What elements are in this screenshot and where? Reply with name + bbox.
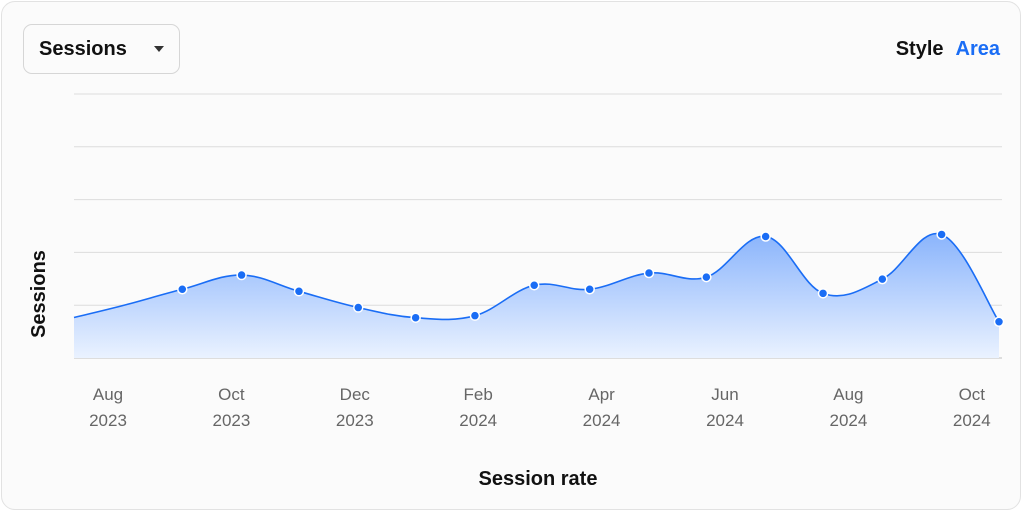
x-tick-month: Aug <box>93 385 123 404</box>
style-value-toggle[interactable]: Area <box>955 38 1000 60</box>
data-point <box>236 269 247 281</box>
area-fill <box>74 233 999 358</box>
x-tick-month: Feb <box>464 385 493 404</box>
data-point <box>993 316 1005 328</box>
data-point <box>410 312 421 323</box>
data-point <box>643 267 655 279</box>
x-axis-title: Session rate <box>479 468 598 490</box>
x-tick-year: 2024 <box>706 411 744 430</box>
x-tick-year: 2024 <box>459 411 497 430</box>
data-point <box>936 229 947 240</box>
x-tick-month: Oct <box>218 385 245 404</box>
x-tick-year: 2024 <box>583 411 621 430</box>
x-tick-month: Aug <box>833 385 863 404</box>
data-point <box>701 271 712 283</box>
x-axis-ticks: Aug 2023 Oct 2023 Dec 2023 Feb 2024 Apr 2024 Jun 20… <box>89 385 991 430</box>
x-tick-month: Jun <box>711 385 738 404</box>
y-axis-title: Sessions <box>28 250 50 338</box>
x-tick-month: Dec <box>340 385 371 404</box>
style-label: Style <box>895 38 944 60</box>
x-tick-year: 2024 <box>829 411 867 430</box>
data-point <box>760 231 771 242</box>
style-selector: Style Area <box>896 38 1000 61</box>
data-point <box>293 286 305 297</box>
metric-dropdown[interactable]: Sessions <box>23 24 180 74</box>
x-tick-year: 2023 <box>89 411 127 430</box>
data-point <box>877 273 888 285</box>
data-point <box>353 302 364 313</box>
metric-dropdown-label: Sessions <box>39 37 127 60</box>
x-tick-month: Oct <box>959 385 986 404</box>
data-point <box>177 284 188 295</box>
data-point <box>469 310 481 321</box>
data-point <box>817 288 829 299</box>
x-tick-year: 2023 <box>336 411 374 430</box>
chevron-down-icon <box>154 46 164 52</box>
data-point <box>584 284 595 295</box>
x-tick-month: Apr <box>588 385 615 404</box>
x-tick-year: 2024 <box>953 411 991 430</box>
x-tick-year: 2023 <box>212 411 250 430</box>
data-points <box>177 229 1005 328</box>
data-point <box>528 279 540 291</box>
